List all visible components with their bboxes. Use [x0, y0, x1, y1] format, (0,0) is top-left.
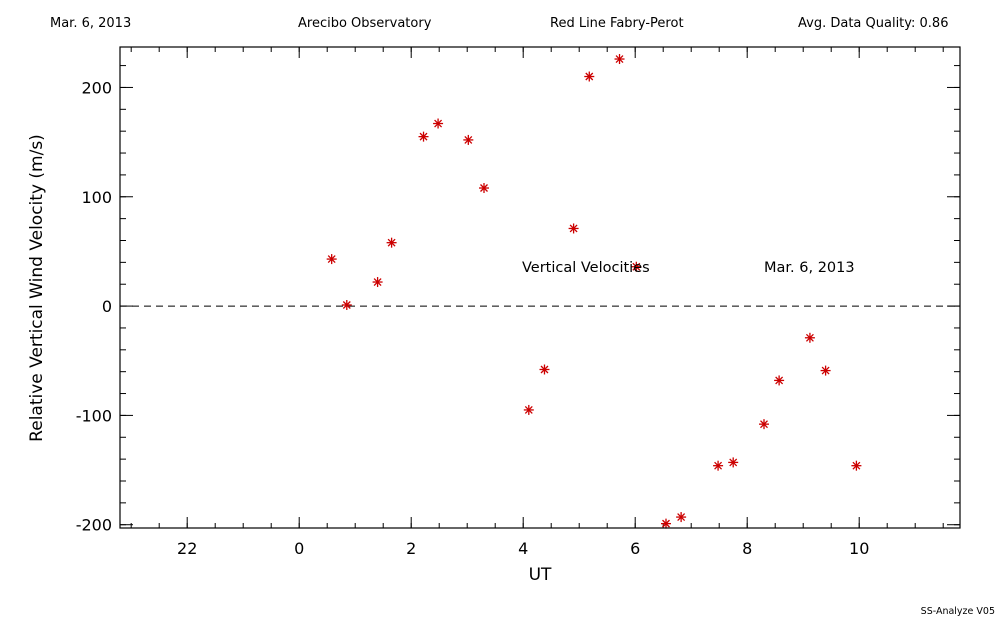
data-point-stroke [714, 461, 723, 470]
data-point-stroke [729, 458, 738, 467]
data-point-stroke [852, 461, 861, 470]
data-point-stroke [373, 278, 382, 286]
x-tick-label: 6 [630, 539, 640, 558]
data-point [759, 419, 769, 430]
data-point-stroke [585, 72, 594, 81]
data-points [326, 54, 862, 529]
data-point-stroke [662, 519, 670, 528]
data-point [463, 134, 474, 145]
x-tick-label: 4 [518, 539, 528, 558]
data-point [523, 404, 534, 415]
y-tick-label: 0 [102, 297, 112, 316]
x-tick-label: 0 [294, 539, 304, 558]
data-point [851, 460, 862, 471]
data-point [326, 254, 337, 265]
data-point [820, 365, 831, 376]
data-point-stroke [342, 301, 351, 309]
data-point [774, 375, 785, 386]
y-axis-label: Relative Vertical Wind Velocity (m/s) [27, 134, 47, 442]
data-point-stroke [464, 135, 473, 144]
x-tick-label: 2 [406, 539, 416, 558]
x-tick-label: 10 [849, 539, 869, 558]
header-instrument: Red Line Fabry-Perot [550, 16, 684, 31]
minor-ticks [120, 47, 960, 528]
software-version: SS-Analyze V05 [920, 606, 995, 617]
x-tick-label: 8 [742, 539, 752, 558]
x-tick-label: 22 [177, 539, 197, 558]
data-point [341, 299, 352, 310]
data-point [479, 183, 489, 194]
data-point-stroke [821, 366, 830, 375]
y-tick-label: -200 [76, 516, 112, 535]
data-point-stroke [632, 262, 641, 271]
annotation-vertical-velocities: Vertical Velocities [522, 260, 650, 276]
data-point-stroke [760, 420, 768, 429]
data-point [631, 261, 642, 272]
data-point-stroke [540, 365, 549, 374]
header-date: Mar. 6, 2013 [50, 16, 132, 31]
data-point [433, 118, 444, 129]
y-tick-labels: 200 100 0 -100 -200 [76, 78, 112, 534]
data-point-stroke [615, 55, 624, 63]
x-axis-label: UT [529, 565, 552, 585]
data-point-stroke [419, 132, 428, 141]
data-point [584, 71, 595, 82]
data-point [614, 54, 625, 65]
header-site: Arecibo Observatory [298, 16, 432, 31]
plot-frame [119, 46, 961, 529]
data-point [418, 131, 429, 142]
data-point [661, 518, 671, 529]
data-point [568, 223, 579, 234]
data-point-stroke [434, 119, 443, 128]
data-point [386, 237, 397, 248]
data-point [539, 364, 550, 375]
data-point-stroke [524, 405, 533, 414]
x-tick-labels: 22 0 2 4 6 8 10 [177, 539, 869, 558]
data-point [713, 460, 724, 471]
data-point-stroke [677, 513, 686, 522]
data-point [804, 332, 815, 343]
annotation-date: Mar. 6, 2013 [764, 260, 855, 276]
data-point-stroke [387, 238, 396, 247]
y-tick-label: -100 [76, 406, 112, 425]
data-point-stroke [805, 333, 814, 342]
data-point [728, 457, 739, 468]
y-tick-label: 100 [81, 188, 112, 207]
data-point-stroke [327, 255, 336, 264]
data-point-stroke [569, 224, 578, 233]
data-point-stroke [775, 376, 784, 385]
y-tick-label: 200 [81, 78, 112, 97]
data-point [676, 512, 687, 523]
header-quality: Avg. Data Quality: 0.86 [798, 16, 949, 31]
data-point [372, 277, 383, 288]
major-ticks [120, 47, 960, 528]
data-point-stroke [480, 184, 488, 192]
